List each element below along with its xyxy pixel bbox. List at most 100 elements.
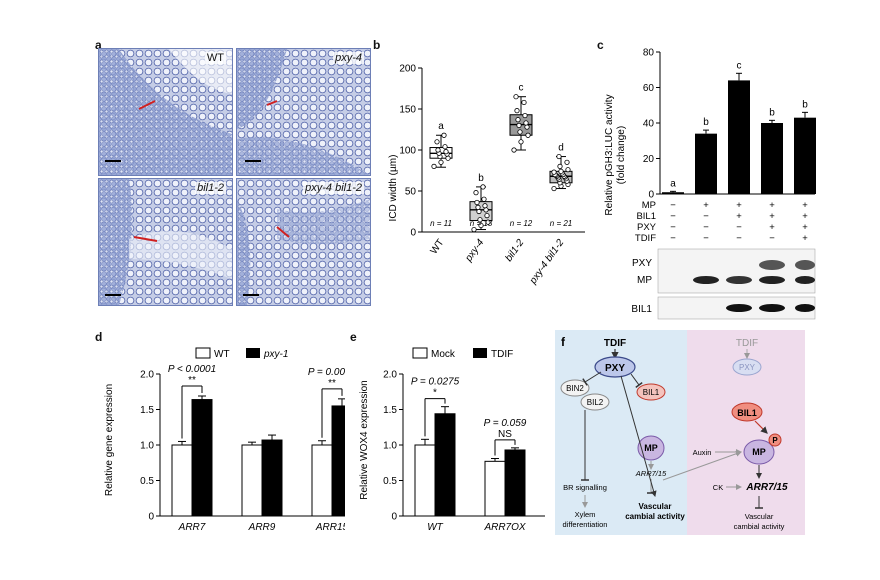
chart-b-point [565, 167, 571, 173]
chart-b-n: n = 21 [550, 219, 572, 228]
chart-e-y-tick-label: 2.0 [383, 370, 397, 381]
node-arr-right: ARR7/15 [745, 482, 788, 493]
chart-b-point [481, 196, 487, 202]
chart-b-point [473, 190, 479, 196]
chart-b-point [435, 147, 441, 153]
chart-e-legend: Mock TDIF [412, 347, 513, 360]
chart-c-treatment-sign: + [736, 200, 742, 211]
node-vascular-left-2: cambial activity [625, 512, 685, 521]
chart-b-point [514, 108, 520, 114]
chart-d-y-tick-label: 1.5 [140, 405, 154, 416]
chart-c-treatments: MP − + + + +BIL1− − + + +PXY − − − + +TDIF − − − − + [635, 200, 808, 244]
chart-c-y-tick-label: 40 [643, 119, 655, 130]
chart-b-point [480, 184, 486, 190]
chart-e-y-tick-label: 1.5 [383, 405, 397, 416]
chart-c-treatment-sign: − [703, 233, 709, 244]
legend-label-pxy1: pxy-1 [263, 349, 288, 360]
blot-band-pxy-4 [759, 260, 785, 270]
chart-d-sig-stars: ** [328, 378, 336, 389]
node-mp-right [743, 439, 775, 465]
chart-c-y-axis: 0 20 40 60 80 [643, 48, 661, 201]
chart-b-point [443, 149, 449, 155]
chart-b-point [521, 99, 527, 106]
micrograph-wt-image [99, 49, 232, 175]
chart-b-point [524, 124, 530, 130]
micrograph-wt: WT [98, 48, 233, 176]
node-tdif-left: TDIF [604, 338, 626, 349]
chart-b-point [485, 219, 491, 225]
chart-c-treatment-name: TDIF [635, 233, 656, 244]
chart-b-point [441, 132, 447, 138]
chart-b-boxes: a n = 11 b n = 13 c n = 12 d n = 21 [422, 83, 585, 233]
chart-b-point [513, 94, 519, 100]
chart-d-p-value: P < 0.0001 [168, 364, 216, 375]
chart-c-treatment-sign: + [703, 200, 709, 211]
panel-label-e: e [350, 330, 357, 344]
chart-b-point [518, 139, 524, 145]
chart-b-y-tick-label: 0 [410, 228, 416, 239]
chart-b-point [557, 163, 563, 170]
chart-d-y-tick-label: 1.0 [140, 441, 154, 452]
model-diagram: f TDIF PXY BIN2 BIL2 BIL1 MP ARR7/15 BR … [555, 330, 805, 535]
chart-b-point [482, 203, 488, 209]
node-pxy-right-label: PXY [739, 363, 756, 372]
chart-d-ylabel: Relative gene expression [104, 384, 115, 496]
panel-label-a: a [95, 38, 102, 52]
chart-d-bar [311, 444, 333, 517]
chart-b-n: n = 12 [510, 219, 533, 228]
chart-b-x-labels: WT pxy-4 bil1-2 pxy-4 bil1-2 [429, 237, 567, 287]
chart-d-x-label: ARR9 [248, 522, 276, 533]
legend-swatch-pxy1 [246, 348, 260, 358]
chart-c-letter: b [703, 117, 709, 128]
chart-e-bar [434, 413, 456, 517]
chart-c-letter: c [737, 60, 742, 71]
legend-label-tdif: TDIF [491, 349, 513, 360]
chart-c-treatment-sign: − [703, 222, 709, 233]
chart-b-point [551, 185, 557, 192]
node-mp-left-label: MP [644, 443, 658, 453]
chart-b-y-tick-label: 100 [399, 146, 416, 157]
micrograph-pxy4-bil1-image [237, 179, 370, 305]
chart-c-bar [662, 192, 684, 194]
node-bil1-left [636, 383, 666, 401]
chart-b-point [511, 147, 517, 153]
node-pxy-right [732, 358, 762, 376]
node-mp-left [637, 435, 665, 461]
chart-b-point [558, 168, 564, 174]
chart-b-x-label: pxy-4 bil1-2 [527, 237, 566, 287]
blot-band-bil1-4 [759, 304, 785, 312]
chart-b-point [471, 226, 477, 233]
chart-e-bar [414, 444, 436, 517]
chart-c-bar [728, 80, 750, 194]
node-bil1-right [731, 402, 763, 422]
chart-d-bar [191, 399, 213, 517]
node-arr-left: ARR7/15 [635, 469, 667, 478]
chart-b-point [438, 159, 444, 165]
node-auxin: Auxin [693, 448, 712, 457]
micrograph-label-pxy4: pxy-4 [333, 52, 364, 64]
node-xylem-1: Xylem [575, 510, 596, 519]
node-ck: CK [713, 483, 723, 492]
chart-d-p-value: P = 0.0026 [308, 367, 345, 378]
node-phospho-label: P [772, 436, 778, 445]
chart-c-bar [761, 123, 783, 194]
chart-e-sig-stars: * [433, 388, 437, 399]
chart-c-treatment-sign: + [802, 200, 808, 211]
chart-b-n: n = 13 [470, 219, 493, 228]
chart-b-point [523, 120, 529, 126]
panel-label-d: d [95, 330, 103, 344]
blot-band-bil1-5 [795, 304, 815, 312]
panel-label-c: c [597, 38, 604, 52]
chart-c-y-tick-label: 20 [643, 154, 655, 165]
chart-e-x-label: WT [427, 522, 443, 533]
chart-c-bar [794, 117, 816, 194]
chart-d-x-label: ARR15 [315, 522, 345, 533]
chart-c-treatment-sign: + [736, 211, 742, 222]
legend-swatch-tdif [473, 348, 487, 358]
chart-b-y-axis: 0 50 100 150 200 [399, 64, 423, 239]
micrograph-bil1: bil1-2 [98, 178, 233, 306]
chart-c-treatment-sign: − [703, 211, 709, 222]
node-bin2 [560, 379, 590, 397]
node-bil2 [580, 393, 610, 411]
chart-b-y-tick-label: 150 [399, 105, 416, 116]
